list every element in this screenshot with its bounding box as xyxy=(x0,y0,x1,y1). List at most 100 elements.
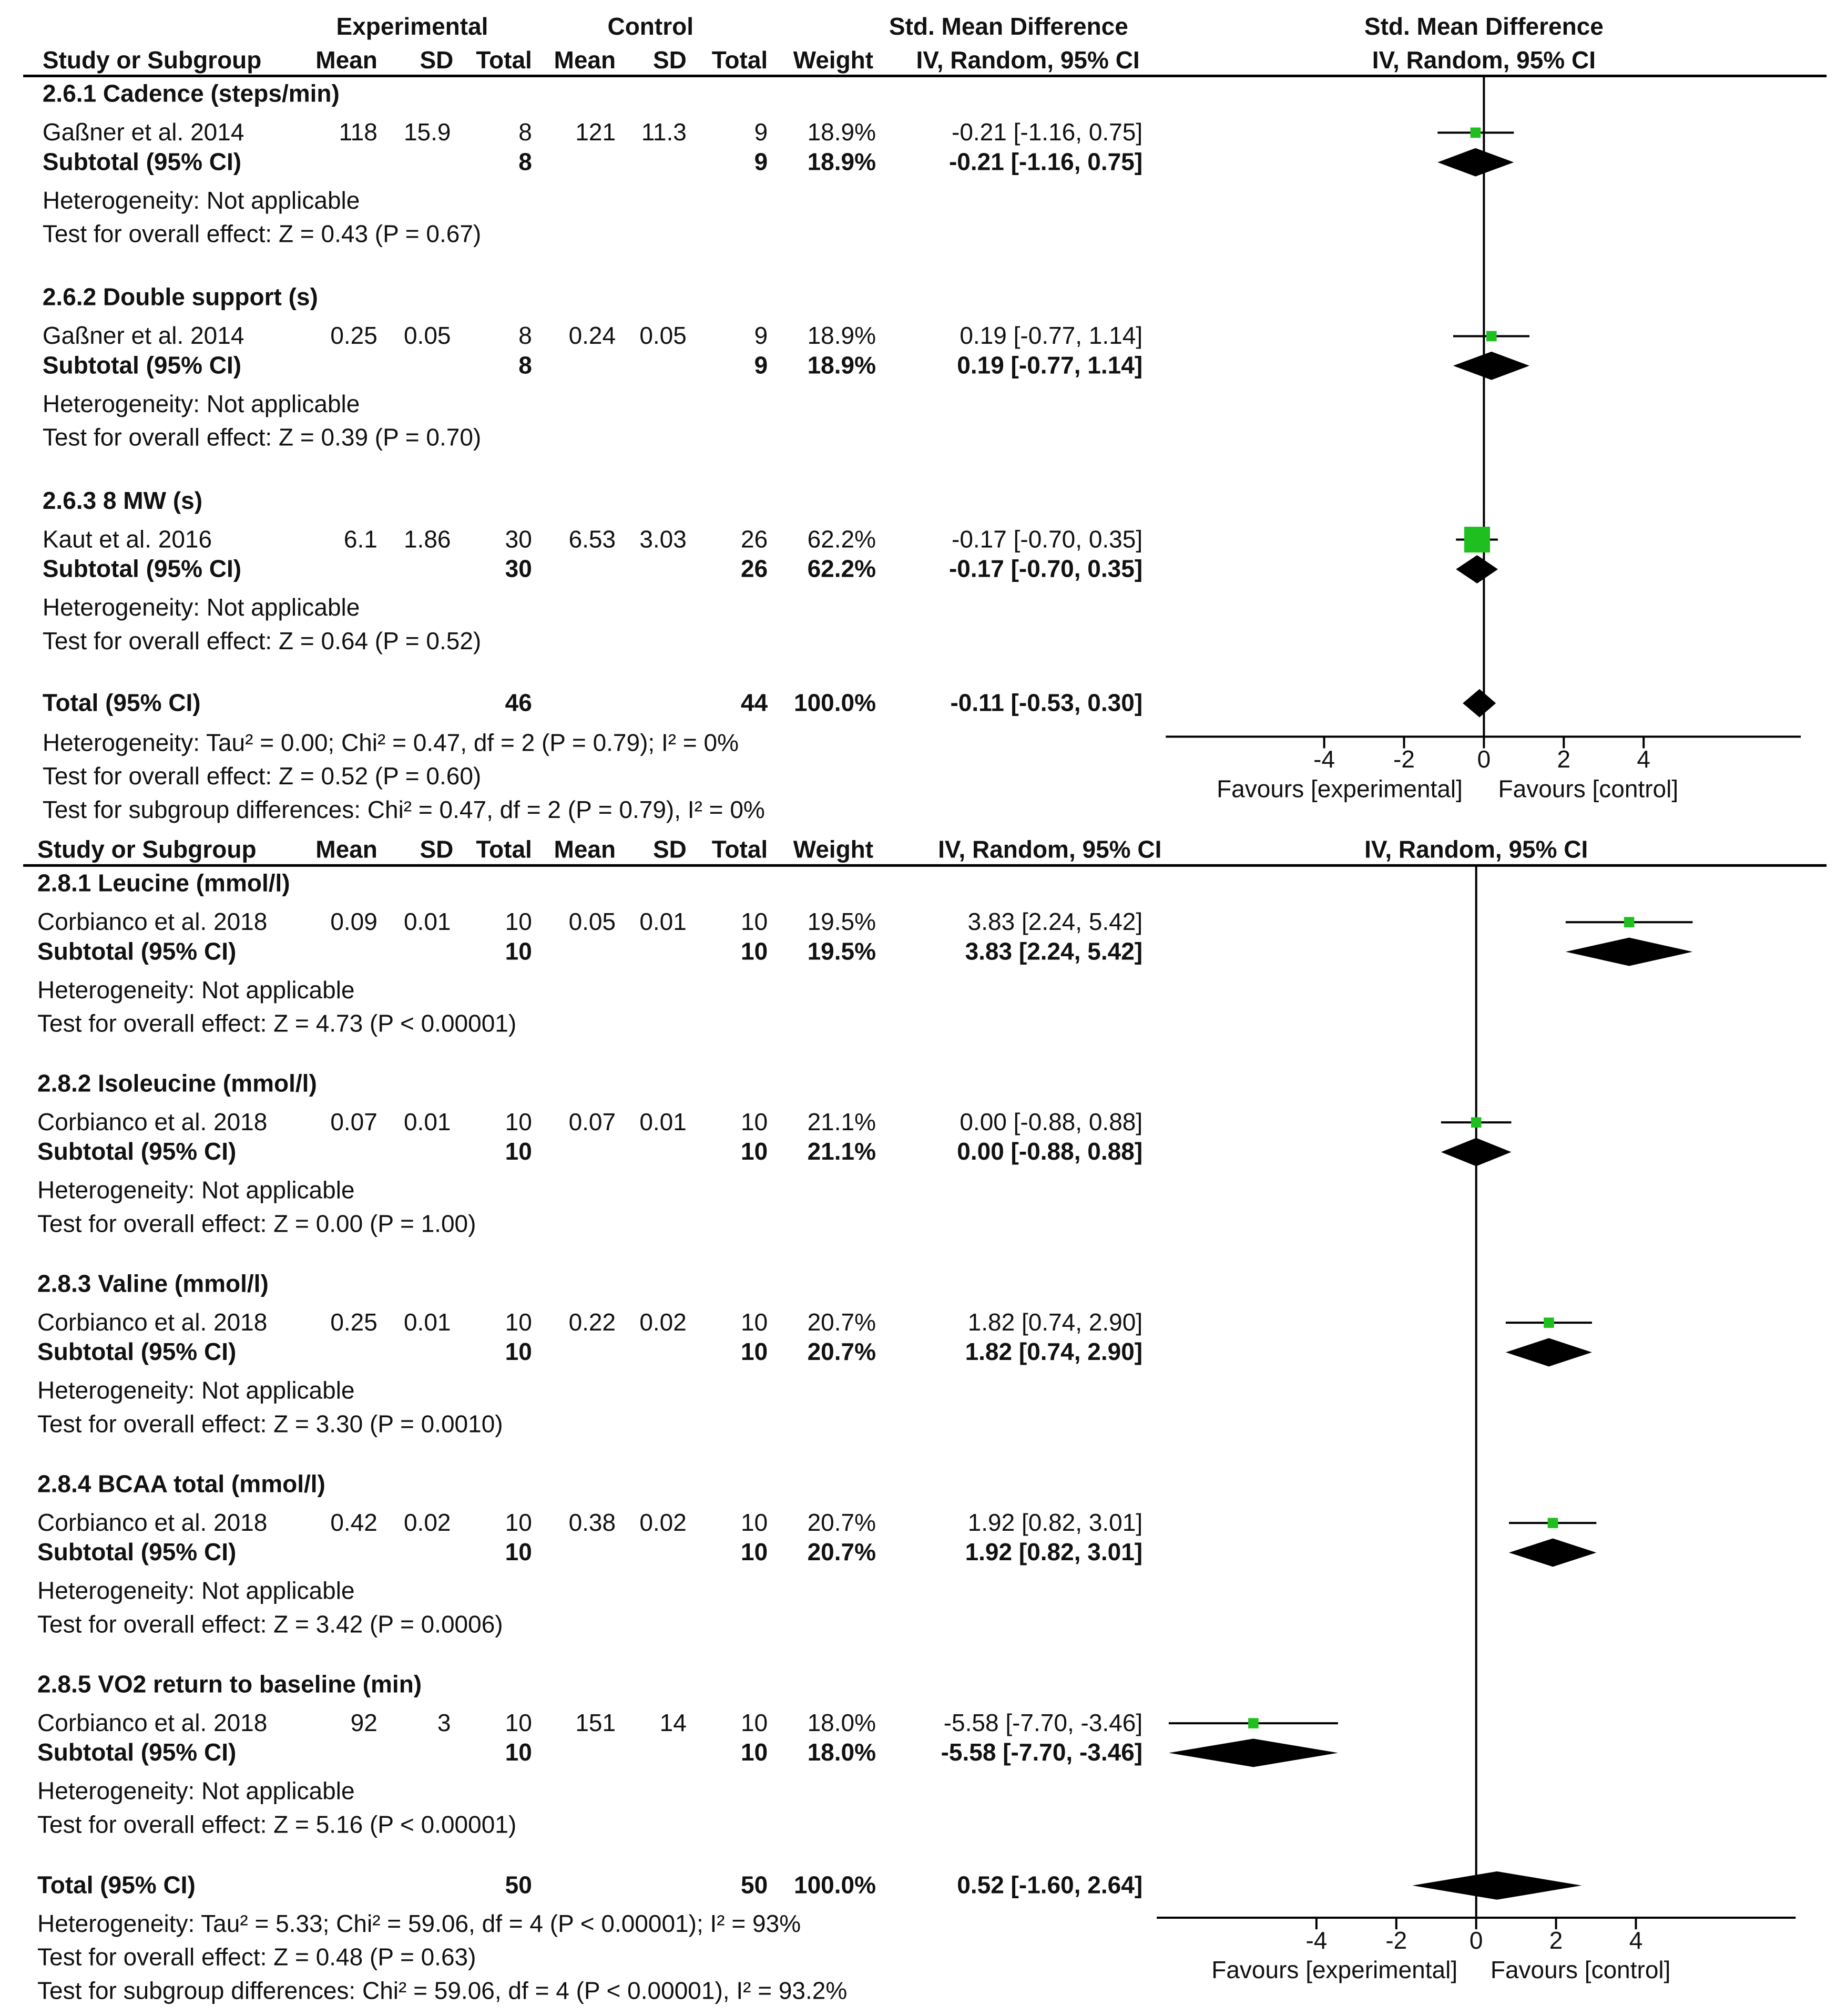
total-ctl-total: 44 xyxy=(741,689,768,716)
overall-effect-text: Test for overall effect: Z = 4.73 (P < 0… xyxy=(37,1009,516,1037)
header-ci: IV, Random, 95% CI xyxy=(938,836,1161,863)
study-exp-sd: 0.05 xyxy=(404,322,451,349)
study-ctl-total: 10 xyxy=(741,1108,768,1135)
header-weight: Weight xyxy=(793,46,873,74)
subtotal-ci: 0.19 [-0.77, 1.14] xyxy=(957,352,1142,379)
heterogeneity-text: Heterogeneity: Not applicable xyxy=(43,187,360,214)
subgroup-title: 2.8.5 VO2 return to baseline (min) xyxy=(37,1670,422,1697)
study-ctl-sd: 0.01 xyxy=(639,908,687,935)
study-ctl-mean: 0.22 xyxy=(569,1308,616,1336)
subtotal-ctl-total: 10 xyxy=(741,1538,768,1565)
study-name: Gaßner et al. 2014 xyxy=(43,118,244,146)
study-weight: 18.9% xyxy=(808,322,876,349)
study-exp-sd: 1.86 xyxy=(404,525,451,552)
study-ctl-total: 10 xyxy=(741,1509,768,1536)
study-ctl-total: 10 xyxy=(741,1308,768,1336)
study-ctl-mean: 6.53 xyxy=(569,525,616,552)
study-name: Corbianco et al. 2018 xyxy=(37,1108,267,1135)
subtotal-exp-total: 8 xyxy=(518,352,532,379)
subgroup-title: 2.8.4 BCAA total (mmol/l) xyxy=(37,1470,325,1497)
study-effect-square xyxy=(1547,1518,1558,1528)
study-exp-mean: 0.25 xyxy=(330,1308,377,1336)
header-experimental: Experimental xyxy=(336,13,488,40)
study-name: Kaut et al. 2016 xyxy=(43,525,212,552)
subtotal-ci: -5.58 [-7.70, -3.46] xyxy=(941,1738,1143,1766)
x-axis-tick-label: -2 xyxy=(1385,1927,1407,1954)
subtotal-ci: 1.92 [0.82, 3.01] xyxy=(965,1538,1143,1565)
x-axis-tick-label: -4 xyxy=(1313,745,1335,773)
subtotal-weight: 62.2% xyxy=(808,555,876,582)
header-study: Study or Subgroup xyxy=(37,836,257,863)
header-exp-mean: Mean xyxy=(315,46,377,74)
footer-statistics: Test for overall effect: Z = 0.48 (P = 0… xyxy=(37,1943,476,1971)
study-ctl-sd: 14 xyxy=(660,1709,687,1736)
favours-control-label: Favours [control] xyxy=(1498,775,1679,803)
x-axis-tick-label: 4 xyxy=(1629,1927,1643,1954)
study-ctl-mean: 0.24 xyxy=(569,322,616,349)
study-exp-total: 10 xyxy=(505,1509,532,1536)
subtotal-weight: 20.7% xyxy=(808,1338,876,1365)
footer-statistics: Test for overall effect: Z = 0.52 (P = 0… xyxy=(43,762,481,790)
header-exp-total: Total xyxy=(476,46,532,74)
x-axis-tick-label: -4 xyxy=(1305,1927,1327,1954)
study-exp-total: 30 xyxy=(505,525,532,552)
heterogeneity-text: Heterogeneity: Not applicable xyxy=(37,1176,354,1204)
favours-experimental-label: Favours [experimental] xyxy=(1211,1956,1457,1983)
study-ctl-mean: 151 xyxy=(575,1709,616,1736)
study-exp-total: 10 xyxy=(505,908,532,935)
header-plot-ci: IV, Random, 95% CI xyxy=(1364,836,1588,863)
header-exp-mean: Mean xyxy=(315,836,377,863)
subgroup-title: 2.6.2 Double support (s) xyxy=(43,283,318,311)
favours-experimental-label: Favours [experimental] xyxy=(1217,775,1463,803)
header-ctl-sd: SD xyxy=(653,46,687,74)
study-exp-mean: 118 xyxy=(339,118,377,146)
subtotal-label: Subtotal (95% CI) xyxy=(37,1538,236,1565)
subtotal-exp-total: 8 xyxy=(518,148,532,175)
footer-statistics: Test for subgroup differences: Chi² = 59… xyxy=(37,1977,847,2004)
study-ctl-total: 9 xyxy=(754,322,768,349)
study-exp-total: 8 xyxy=(518,322,532,349)
subtotal-label: Subtotal (95% CI) xyxy=(37,937,236,965)
subgroup-title: 2.8.1 Leucine (mmol/l) xyxy=(37,869,290,896)
study-ctl-sd: 0.05 xyxy=(639,322,687,349)
subtotal-ctl-total: 26 xyxy=(741,555,768,582)
study-name: Gaßner et al. 2014 xyxy=(43,322,244,349)
header-study: Study or Subgroup xyxy=(43,46,262,74)
overall-effect-text: Test for overall effect: Z = 3.42 (P = 0… xyxy=(37,1610,503,1638)
study-name: Corbianco et al. 2018 xyxy=(37,908,267,935)
overall-effect-text: Test for overall effect: Z = 5.16 (P < 0… xyxy=(37,1810,516,1838)
subtotal-diamond xyxy=(1453,351,1529,380)
study-effect-square xyxy=(1464,527,1490,553)
study-exp-sd: 15.9 xyxy=(404,118,451,146)
study-ctl-sd: 0.02 xyxy=(639,1509,687,1536)
forest-panel-bottom: Study or Subgroup Mean SD Total Mean SD Total W… xyxy=(23,836,1827,2004)
study-effect-square xyxy=(1544,1317,1554,1328)
subtotal-diamond xyxy=(1505,1338,1592,1367)
overall-effect-text: Test for overall effect: Z = 3.30 (P = 0… xyxy=(37,1410,503,1437)
study-exp-sd: 3 xyxy=(437,1709,451,1736)
study-name: Corbianco et al. 2018 xyxy=(37,1709,267,1736)
subtotal-label: Subtotal (95% CI) xyxy=(43,555,241,582)
subgroup-title: 2.6.3 8 MW (s) xyxy=(43,487,202,514)
study-ctl-total: 10 xyxy=(741,1709,768,1736)
header-ctl-total: Total xyxy=(712,46,768,74)
subtotal-label: Subtotal (95% CI) xyxy=(37,1738,236,1766)
study-ci: -0.17 [-0.70, 0.35] xyxy=(952,525,1142,552)
subtotal-ctl-total: 9 xyxy=(754,352,768,379)
subtotal-weight: 19.5% xyxy=(808,937,876,965)
forest-panel-top: Experimental Control Std. Mean Difference S… xyxy=(23,13,1827,823)
header-ctl-total: Total xyxy=(712,836,768,863)
subtotal-exp-total: 10 xyxy=(505,1738,532,1766)
total-ci: -0.11 [-0.53, 0.30] xyxy=(950,689,1142,716)
subtotal-label: Subtotal (95% CI) xyxy=(43,148,241,175)
study-exp-sd: 0.01 xyxy=(404,1108,451,1135)
subgroup-title: 2.8.2 Isoleucine (mmol/l) xyxy=(37,1069,317,1097)
study-exp-mean: 0.09 xyxy=(330,908,377,935)
header-plot-ci: IV, Random, 95% CI xyxy=(1372,46,1596,74)
study-name: Corbianco et al. 2018 xyxy=(37,1308,267,1336)
x-axis-tick-label: 2 xyxy=(1557,745,1571,773)
header-std-mean-difference: Std. Mean Difference xyxy=(889,13,1128,40)
subtotal-ci: 1.82 [0.74, 2.90] xyxy=(965,1338,1143,1365)
footer-statistics: Heterogeneity: Tau² = 5.33; Chi² = 59.06… xyxy=(37,1910,801,1937)
